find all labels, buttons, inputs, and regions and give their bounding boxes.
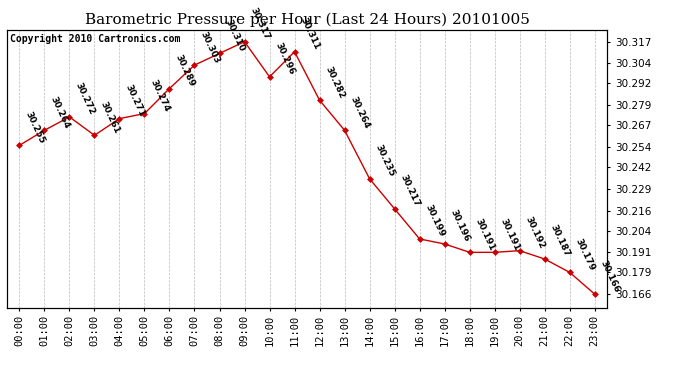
Text: 30.271: 30.271 <box>124 83 146 118</box>
Text: 30.196: 30.196 <box>448 208 471 243</box>
Text: 30.261: 30.261 <box>98 100 121 135</box>
Text: 30.179: 30.179 <box>573 237 596 272</box>
Title: Barometric Pressure per Hour (Last 24 Hours) 20101005: Barometric Pressure per Hour (Last 24 Ho… <box>85 13 529 27</box>
Text: 30.310: 30.310 <box>224 18 246 53</box>
Text: 30.255: 30.255 <box>23 110 46 145</box>
Text: Copyright 2010 Cartronics.com: Copyright 2010 Cartronics.com <box>10 34 180 44</box>
Text: 30.191: 30.191 <box>498 217 521 252</box>
Text: 30.303: 30.303 <box>198 30 221 64</box>
Text: 30.264: 30.264 <box>348 94 371 130</box>
Text: 30.296: 30.296 <box>273 41 296 76</box>
Text: 30.289: 30.289 <box>173 53 196 88</box>
Text: 30.317: 30.317 <box>248 6 271 41</box>
Text: 30.235: 30.235 <box>373 143 396 178</box>
Text: 30.199: 30.199 <box>424 203 446 238</box>
Text: 30.191: 30.191 <box>473 217 496 252</box>
Text: 30.274: 30.274 <box>148 78 171 113</box>
Text: 30.311: 30.311 <box>298 16 321 51</box>
Text: 30.166: 30.166 <box>598 258 621 294</box>
Text: 30.217: 30.217 <box>398 173 421 208</box>
Text: 30.264: 30.264 <box>48 94 71 130</box>
Text: 30.282: 30.282 <box>324 64 346 100</box>
Text: 30.272: 30.272 <box>73 81 96 116</box>
Text: 30.187: 30.187 <box>549 224 571 258</box>
Text: 30.192: 30.192 <box>524 215 546 250</box>
